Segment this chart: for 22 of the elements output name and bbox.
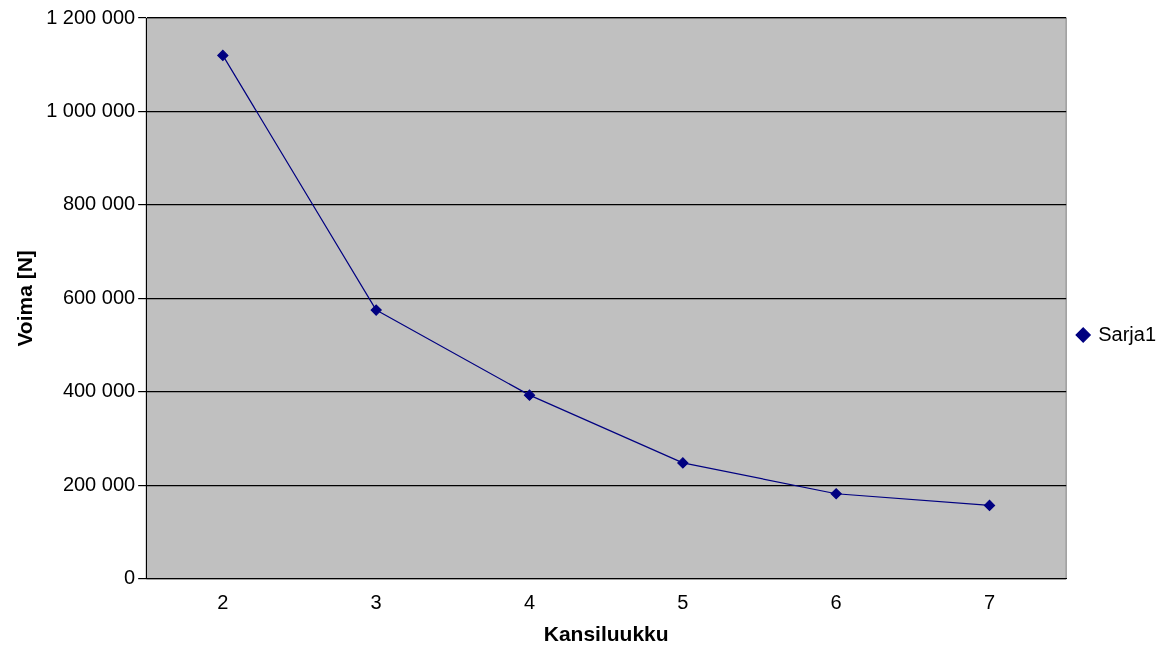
point xyxy=(830,488,842,500)
x-tick-label: 6 xyxy=(830,591,842,614)
x-tick-label: 2 xyxy=(217,591,229,614)
point xyxy=(370,304,382,316)
legend-label: Sarja1 xyxy=(1098,322,1156,345)
y-tick-label: 1 200 000 xyxy=(46,5,136,28)
x-tick-label: 7 xyxy=(983,591,996,614)
y-tick-label: 0 xyxy=(124,566,136,589)
point xyxy=(677,457,689,469)
x-axis-title: Kansiluukku xyxy=(543,622,669,646)
y-tick-label: 400 000 xyxy=(62,379,136,402)
y-tick-label: 600 000 xyxy=(62,285,136,308)
point xyxy=(523,389,536,401)
point xyxy=(217,49,229,61)
y-tick-label: 800 000 xyxy=(62,192,136,215)
y-tick-label: 1 000 000 xyxy=(46,98,136,121)
x-tick-label: 3 xyxy=(370,591,382,614)
x-tick-label: 4 xyxy=(523,591,536,614)
y-tick-label: 200 000 xyxy=(62,472,136,495)
point xyxy=(983,499,996,512)
x-tick-label: 5 xyxy=(677,591,689,614)
y-axis-title: Voima [N] xyxy=(13,250,37,347)
